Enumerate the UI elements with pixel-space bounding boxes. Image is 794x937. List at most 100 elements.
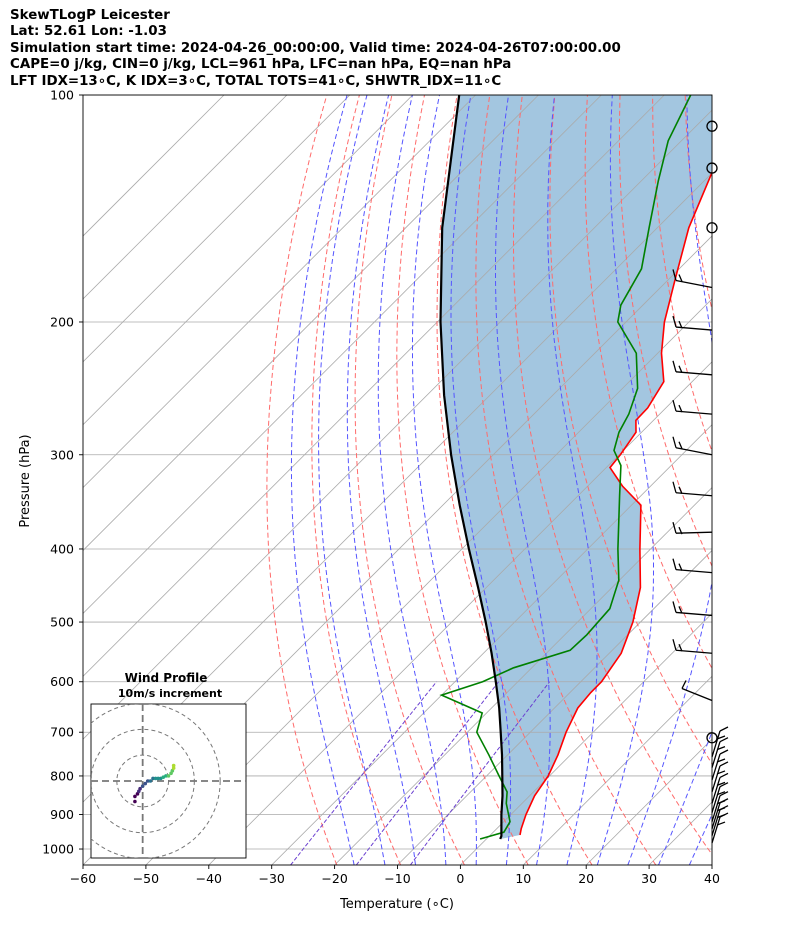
- dry-adiabat: [513, 95, 712, 856]
- isotherm: [83, 95, 225, 237]
- axis-ticks: −60 −50 −40 −30 −20 −10 0 10 20 30 40 1000 900 800 700…: [42, 88, 720, 887]
- isotherm: [83, 95, 602, 614]
- wind-profile-point: [153, 776, 158, 781]
- wind-barbs: [672, 120, 729, 844]
- isotherm: [208, 361, 712, 865]
- dry-adiabat: [618, 95, 712, 568]
- wind-barb: [672, 601, 713, 617]
- wind-barb: [711, 772, 729, 804]
- wind-barb: [711, 737, 729, 768]
- wind-barb: [711, 726, 729, 758]
- isotherm: [83, 109, 712, 740]
- dry-adiabat: [549, 95, 712, 765]
- wind-profile-point: [164, 774, 168, 778]
- wind-profile-point: [133, 794, 137, 799]
- parcel-profile: [439, 95, 504, 840]
- wind-barb: [711, 782, 729, 813]
- moist-adiabat: [346, 95, 416, 865]
- x-tick-label: −40: [196, 871, 222, 886]
- inset-title: Wind Profile: [125, 671, 208, 685]
- x-tick-label: −60: [70, 871, 96, 886]
- y-axis-label: Pressure (hPa): [18, 434, 33, 527]
- wind-profile-point: [133, 799, 137, 804]
- y-tick-label: 700: [50, 725, 74, 740]
- wind-barb: [672, 360, 713, 376]
- isotherm: [523, 675, 712, 865]
- isotherm: [83, 95, 288, 300]
- moist-adiabat: [377, 95, 447, 865]
- dry-adiabat: [718, 95, 794, 865]
- wind-barb: [672, 269, 713, 289]
- isotherm: [334, 487, 712, 865]
- wind-barb-calm: [706, 732, 718, 744]
- wind-barb: [672, 436, 713, 456]
- moist-adiabat: [596, 95, 654, 865]
- cape-cin-summary: CAPE=0 j/kg, CIN=0 j/kg, LCL=961 hPa, LF…: [10, 57, 512, 73]
- dry-adiabat: [436, 95, 593, 865]
- wind-barb: [672, 315, 713, 331]
- dewpoint-profile: [439, 95, 692, 840]
- moist-adiabat: [658, 730, 712, 865]
- simulation-times: Simulation start time: 2024-04-26_00:00:…: [10, 40, 621, 56]
- skewt-lines: [83, 95, 794, 865]
- moist-adiabat: [627, 95, 712, 865]
- moist-adiabat: [547, 95, 598, 865]
- x-tick-label: −20: [321, 871, 347, 886]
- mixing-ratio-line: [409, 681, 550, 865]
- isotherm: [460, 612, 712, 865]
- wind-barb: [672, 521, 713, 535]
- isotherm: [145, 298, 712, 865]
- wind-profile-point: [171, 763, 176, 768]
- wind-profile-point: [148, 779, 153, 783]
- mixing-ratio-line: [290, 681, 437, 865]
- wind-profile-inset: Wind Profile 10m/s increment: [90, 671, 247, 859]
- x-tick-label: −50: [133, 871, 159, 886]
- dry-adiabat: [311, 95, 402, 865]
- wind-profile-point: [166, 774, 171, 778]
- wind-barb: [672, 558, 713, 574]
- wind-profile-point: [146, 779, 150, 783]
- wind-barb: [681, 680, 713, 702]
- y-tick-label: 400: [50, 541, 74, 556]
- y-tick-label: 900: [50, 807, 74, 822]
- wind-profile-point: [140, 784, 145, 788]
- y-tick-label: 300: [50, 447, 74, 462]
- cape-shade: [440, 95, 712, 839]
- x-tick-label: 20: [578, 871, 594, 886]
- y-tick-label: 200: [50, 314, 74, 329]
- dry-adiabat: [266, 95, 338, 865]
- isotherm: [271, 424, 712, 865]
- isotherm: [83, 95, 665, 677]
- station-coords: Lat: 52.61 Lon: -1.03: [10, 24, 167, 40]
- isotherm: [711, 864, 712, 865]
- inset-plot: [91, 704, 246, 858]
- moist-adiabat: [720, 95, 794, 865]
- dry-adiabat: [396, 95, 529, 865]
- plot-area: [83, 95, 794, 865]
- dry-adiabat: [783, 95, 794, 865]
- dry-adiabat: [584, 95, 712, 670]
- wind-barb: [711, 761, 729, 793]
- wind-barb-calm: [706, 222, 718, 234]
- wind-barb: [711, 791, 729, 822]
- moist-adiabat: [412, 95, 477, 865]
- wind-barb-calm: [706, 120, 718, 132]
- wind-profile-point: [143, 781, 148, 786]
- dry-adiabat: [750, 95, 794, 865]
- y-tick-label: 800: [50, 768, 74, 783]
- y-tick-label: 100: [50, 88, 74, 103]
- speed-ring: [91, 704, 221, 858]
- wind-barb: [672, 639, 713, 654]
- chart-title: SkewTLogP Leicester: [10, 8, 170, 23]
- x-tick-label: 40: [704, 871, 720, 886]
- isotherm: [83, 95, 476, 489]
- wind-profile-point: [151, 776, 155, 781]
- isotherm: [397, 549, 712, 865]
- isotherm: [83, 95, 351, 363]
- wind-barb: [711, 749, 729, 781]
- y-tick-label: 1000: [42, 842, 74, 857]
- x-tick-label: −30: [259, 871, 285, 886]
- mixing-ratio-line: [355, 681, 499, 865]
- wind-barb: [672, 399, 713, 415]
